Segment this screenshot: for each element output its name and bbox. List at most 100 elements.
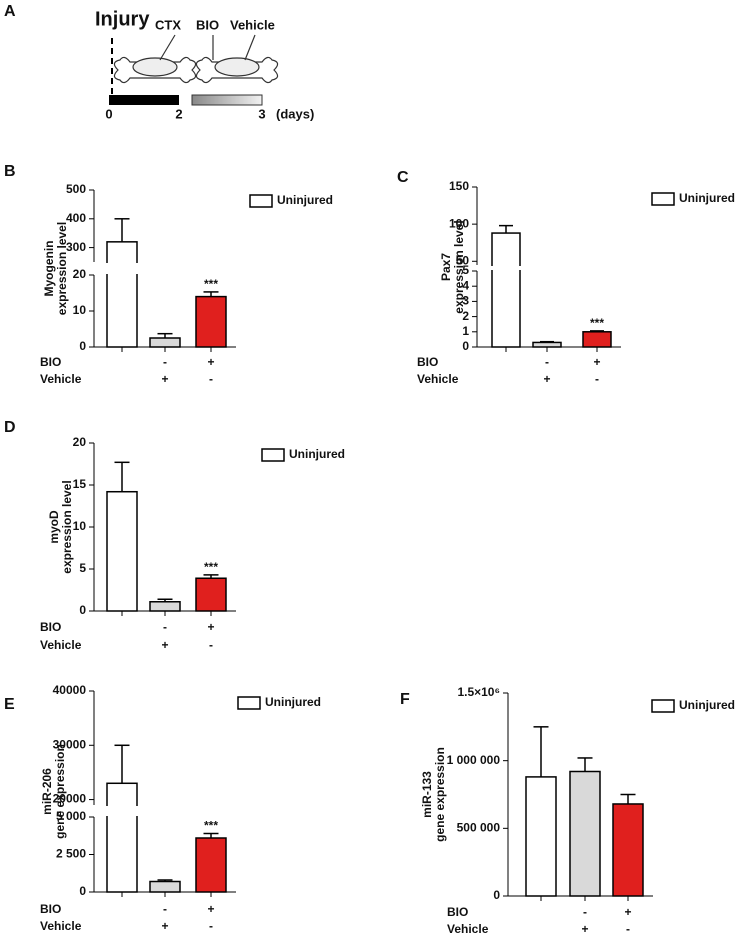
- panel-letter: F: [400, 691, 410, 708]
- y-tick-label: 20: [73, 267, 87, 281]
- agent-label: BIO: [196, 17, 219, 32]
- y-tick-label: 20000: [53, 792, 87, 806]
- condition-sign: +: [207, 620, 214, 634]
- condition-sign: -: [163, 902, 167, 916]
- y-tick-label: 4: [462, 278, 469, 292]
- y-tick-label: 0: [462, 339, 469, 353]
- condition-sign: -: [545, 355, 549, 369]
- legend-swatch: [237, 696, 261, 710]
- axis-break: [88, 806, 230, 816]
- y-tick-label: 10: [73, 303, 87, 317]
- condition-name: BIO: [447, 905, 468, 919]
- legend-swatch: [651, 699, 675, 713]
- panel-letter: D: [4, 419, 16, 436]
- y-axis-label: miR-133: [420, 771, 434, 818]
- panel-letter: B: [4, 163, 16, 180]
- condition-name: Vehicle: [40, 919, 82, 933]
- legend-swatch: [249, 194, 273, 208]
- legend-label: Uninjured: [265, 695, 321, 709]
- condition-name: Vehicle: [40, 638, 82, 652]
- y-tick-label: 20: [73, 435, 87, 449]
- bar: [195, 837, 227, 893]
- y-tick-label: 2: [462, 309, 469, 323]
- condition-sign: +: [207, 355, 214, 369]
- y-tick-label: 3: [462, 294, 469, 308]
- y-tick-label: 10: [73, 519, 87, 533]
- bar: [532, 341, 562, 348]
- timeline-bar: [191, 94, 263, 106]
- y-tick-label: 400: [66, 211, 86, 225]
- bar: [106, 782, 138, 893]
- y-axis-label: myoD: [47, 510, 61, 544]
- panel-letter: A: [4, 3, 16, 20]
- y-tick-label: 1 000 000: [447, 753, 501, 767]
- y-tick-label: 50: [456, 253, 470, 267]
- y-axis-label: gene expression: [53, 744, 67, 839]
- bar: [149, 337, 181, 348]
- y-axis-label: expression level: [55, 222, 69, 315]
- condition-name: BIO: [40, 902, 61, 916]
- bar: [106, 490, 138, 612]
- legend-label: Uninjured: [679, 191, 735, 205]
- significance: ***: [204, 277, 218, 291]
- y-tick-label: 5: [79, 561, 86, 575]
- significance: ***: [204, 560, 218, 574]
- legend-swatch: [651, 192, 675, 206]
- panel-letter: E: [4, 696, 15, 713]
- injury-label: Injury: [95, 8, 150, 30]
- bar: [612, 803, 644, 897]
- significance: ***: [204, 819, 218, 833]
- unit-label: (days): [276, 106, 314, 121]
- axis-break: [471, 266, 615, 270]
- y-axis-label: expression level: [60, 480, 74, 573]
- y-tick-label: 0: [493, 888, 500, 902]
- y-tick-label: 5: [462, 263, 469, 277]
- panel-a: A Injury CTX BIO Vehicle 0 2 3 (days): [4, 3, 314, 121]
- condition-sign: +: [161, 919, 168, 933]
- bar: [149, 601, 181, 612]
- condition-sign: -: [626, 922, 630, 936]
- bar: [525, 776, 557, 897]
- condition-name: Vehicle: [40, 372, 82, 386]
- day-label: 2: [175, 106, 182, 121]
- condition-sign: -: [163, 620, 167, 634]
- condition-sign: +: [593, 355, 600, 369]
- bar: [195, 295, 227, 348]
- y-tick-label: 2 500: [56, 847, 86, 861]
- y-tick-label: 0: [79, 339, 86, 353]
- y-tick-label: 5 000: [56, 809, 86, 823]
- y-tick-label: 300: [66, 240, 86, 254]
- y-tick-label: 30000: [53, 737, 87, 751]
- condition-name: BIO: [40, 355, 61, 369]
- condition-sign: +: [161, 372, 168, 386]
- condition-sign: -: [163, 355, 167, 369]
- bar: [491, 232, 521, 348]
- y-tick-label: 1.5×10⁶: [457, 685, 500, 699]
- y-axis-label: Pax7: [439, 253, 453, 281]
- y-tick-label: 1: [462, 324, 469, 338]
- panel-letter: C: [397, 169, 409, 186]
- condition-sign: -: [583, 905, 587, 919]
- bar: [195, 577, 227, 612]
- bar: [582, 331, 612, 348]
- agent-label: Vehicle: [230, 17, 275, 32]
- significance: ***: [590, 316, 604, 330]
- condition-name: BIO: [417, 355, 438, 369]
- condition-sign: -: [209, 372, 213, 386]
- bar: [149, 880, 181, 893]
- legend-label: Uninjured: [679, 698, 735, 712]
- bar: [569, 770, 601, 897]
- y-axis-label: Myogenin: [42, 241, 56, 297]
- y-tick-label: 100: [449, 216, 469, 230]
- y-tick-label: 500: [66, 182, 86, 196]
- day-label: 3: [258, 106, 265, 121]
- condition-sign: -: [209, 919, 213, 933]
- y-tick-label: 150: [449, 179, 469, 193]
- y-axis-label: gene expression: [433, 747, 447, 842]
- y-tick-label: 0: [79, 884, 86, 898]
- condition-name: Vehicle: [447, 922, 489, 936]
- y-tick-label: 500 000: [457, 821, 501, 835]
- condition-sign: -: [595, 372, 599, 386]
- condition-sign: +: [624, 905, 631, 919]
